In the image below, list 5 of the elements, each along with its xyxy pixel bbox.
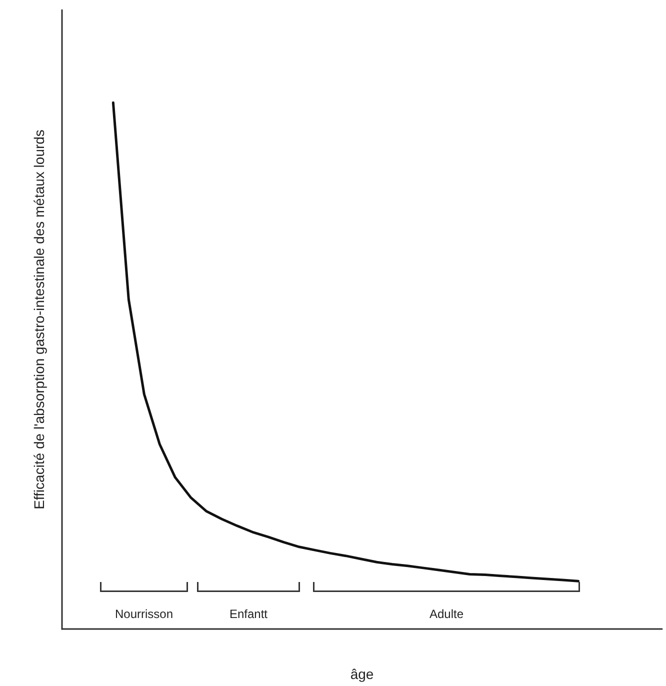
annotation: Nourrisson (114, 607, 174, 621)
annotation: Adulte (429, 607, 464, 621)
y-axis-title: Efficacité de l'absorption gastro-intestinale des métaux lourds (31, 130, 47, 510)
annotation: Enfantt (229, 607, 268, 621)
x-axis-title: âge (350, 666, 374, 682)
